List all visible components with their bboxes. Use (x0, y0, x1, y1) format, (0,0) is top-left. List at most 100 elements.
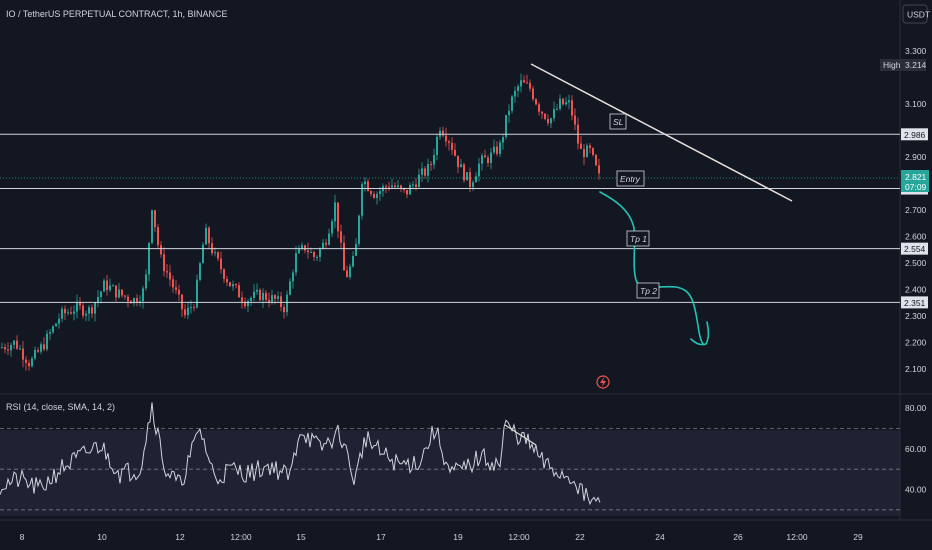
candle-body (76, 302, 78, 312)
tp2-level-tag-value: 2.351 (904, 298, 926, 308)
candle-body (205, 227, 207, 245)
time-tick-label: 10 (97, 532, 107, 542)
tp2-annotation[interactable]: Tp 2 (636, 282, 660, 299)
candle-body (40, 344, 42, 352)
candle-body (226, 279, 228, 283)
candle-body (223, 269, 225, 280)
candle-body (34, 350, 36, 359)
price-axis[interactable]: 3.300 3.100 2.900 2.700 2.600 2.500 2.400 2.300… (905, 46, 927, 374)
candle-body (259, 289, 261, 301)
candle-body (580, 143, 582, 150)
candle-body (106, 280, 108, 291)
price-tick-label: 2.400 (905, 284, 927, 294)
price-tick-label: 2.900 (905, 152, 927, 162)
candle-body (532, 88, 534, 100)
candle-body (520, 80, 522, 87)
lightning-icon[interactable] (596, 375, 610, 389)
candle-body (349, 266, 351, 278)
price-tick-label: 2.300 (905, 311, 927, 321)
candle-body (94, 302, 96, 314)
candle-body (562, 98, 564, 105)
tp1-annotation[interactable]: Tp 1 (626, 230, 650, 247)
candle-body (148, 242, 150, 275)
candle-body (331, 221, 333, 234)
candle-body (301, 245, 303, 249)
candle-body (436, 136, 438, 156)
candle-body (361, 184, 363, 216)
candle-body (109, 285, 111, 291)
candle-body (412, 184, 414, 186)
candle-body (193, 307, 195, 309)
high-label: High (883, 60, 901, 70)
candle-body (220, 258, 222, 270)
current-price-value: 2.821 (905, 172, 927, 182)
price-tick-label: 2.600 (905, 231, 927, 241)
candle-body (25, 359, 27, 363)
candle-body (208, 227, 210, 244)
candle-body (166, 271, 168, 273)
candle-body (538, 104, 540, 112)
candle-body (298, 248, 300, 254)
current-price-tag: 2.821 07:09 (901, 170, 929, 192)
candle-body (70, 312, 72, 314)
candle-body (421, 168, 423, 175)
time-tick-label: 24 (655, 532, 665, 542)
candle-body (478, 163, 480, 177)
candle-body (184, 309, 186, 316)
candle-body (430, 164, 432, 166)
candle-body (277, 296, 279, 299)
candle-body (337, 202, 339, 232)
candle-body (256, 289, 258, 292)
price-tick-label: 2.700 (905, 205, 927, 215)
candle-body (502, 137, 504, 143)
tp1-level-tag (901, 242, 928, 255)
candle-body (157, 227, 159, 246)
candle-body (313, 251, 315, 258)
candle-body (271, 295, 273, 303)
candle-body (52, 326, 54, 333)
candle-body (544, 113, 546, 119)
candle-body (508, 110, 510, 116)
candle-body (583, 149, 585, 158)
candle-body (310, 251, 312, 253)
time-tick-label: 12 (175, 532, 185, 542)
candle-body (322, 242, 324, 249)
candle-body (373, 193, 375, 199)
countdown: 07:09 (905, 182, 927, 192)
candle-body (115, 285, 117, 298)
time-axis[interactable]: 8 10 12 12:00 15 17 19 12:00 22 24 26 12:00 29 (20, 532, 863, 542)
candle-body (4, 347, 6, 350)
candle-body (289, 281, 291, 295)
candle-body (136, 298, 138, 304)
candle-body (439, 130, 441, 137)
candle-body (376, 193, 378, 199)
candle-body (370, 191, 372, 194)
candle-body (43, 344, 45, 350)
trend-line[interactable] (530, 63, 793, 202)
candle-body (268, 299, 270, 303)
candle-body (418, 174, 420, 188)
time-tick-label: 19 (453, 532, 463, 542)
candle-body (112, 285, 114, 287)
candle-body (463, 164, 465, 181)
time-tick-label: 29 (853, 532, 863, 542)
candle-body (598, 165, 600, 174)
candle-body (202, 244, 204, 264)
sl-level-tag (901, 128, 928, 141)
currency-button[interactable]: USDT (902, 4, 930, 24)
candle-body (589, 145, 591, 148)
time-tick-label: 12:00 (230, 532, 252, 542)
candle-body (250, 297, 252, 301)
rsi-trend-line[interactable] (504, 424, 537, 446)
candle-body (172, 279, 174, 288)
candle-body (10, 344, 12, 351)
candle-body (7, 349, 9, 351)
candle-body (490, 152, 492, 164)
candle-body (535, 99, 537, 105)
entry-annotation[interactable]: Entry (616, 170, 645, 187)
projected-path-drawing[interactable] (599, 191, 710, 346)
tp1-level-tag-value: 2.554 (904, 244, 926, 254)
candle-body (274, 295, 276, 299)
sl-annotation[interactable]: SL (609, 113, 627, 130)
